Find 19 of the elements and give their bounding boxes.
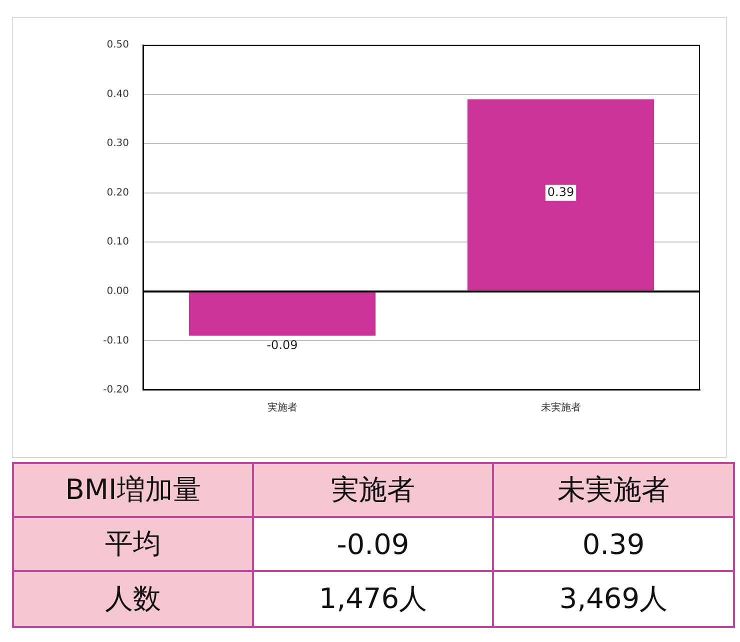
y-tick-label: 0.30 xyxy=(106,138,129,150)
y-tick-label: 0.20 xyxy=(106,187,129,198)
y-tick-label: 0.40 xyxy=(106,88,129,100)
text: 人数 xyxy=(13,571,253,627)
y-tick-label: 0.00 xyxy=(106,286,129,298)
data-label: 0.39 xyxy=(493,517,734,571)
y-tick-label: -0.10 xyxy=(103,335,129,346)
y-tick-label: 0.10 xyxy=(106,236,129,248)
category-label: 実施者 xyxy=(331,473,415,506)
text: 3,469人 xyxy=(493,571,734,627)
y-tick-label: 0.50 xyxy=(106,40,129,51)
annotation: 0.39 xyxy=(547,184,574,199)
annotation: -0.09 xyxy=(266,338,298,352)
text: BMI増加量 xyxy=(13,463,253,517)
text: 1,476人 xyxy=(253,571,493,627)
data-label: -0.09 xyxy=(253,517,493,571)
text: 平均 xyxy=(13,517,253,571)
y-tick-label: -0.20 xyxy=(103,384,129,396)
category-label: 未実施者 xyxy=(558,473,670,506)
